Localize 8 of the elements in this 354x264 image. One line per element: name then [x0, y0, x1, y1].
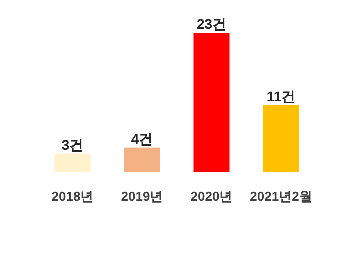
- data-label: 3건: [62, 136, 84, 153]
- x-tick-label: 2021년2월: [250, 189, 312, 204]
- data-label: 23건: [196, 16, 227, 32]
- data-label: 11건: [266, 88, 296, 105]
- x-tick-label: 2020년: [190, 189, 233, 204]
- data-label: 4건: [131, 130, 154, 147]
- x-tick-label: 2019년: [121, 189, 164, 204]
- x-tick-label: 2018년: [52, 189, 94, 204]
